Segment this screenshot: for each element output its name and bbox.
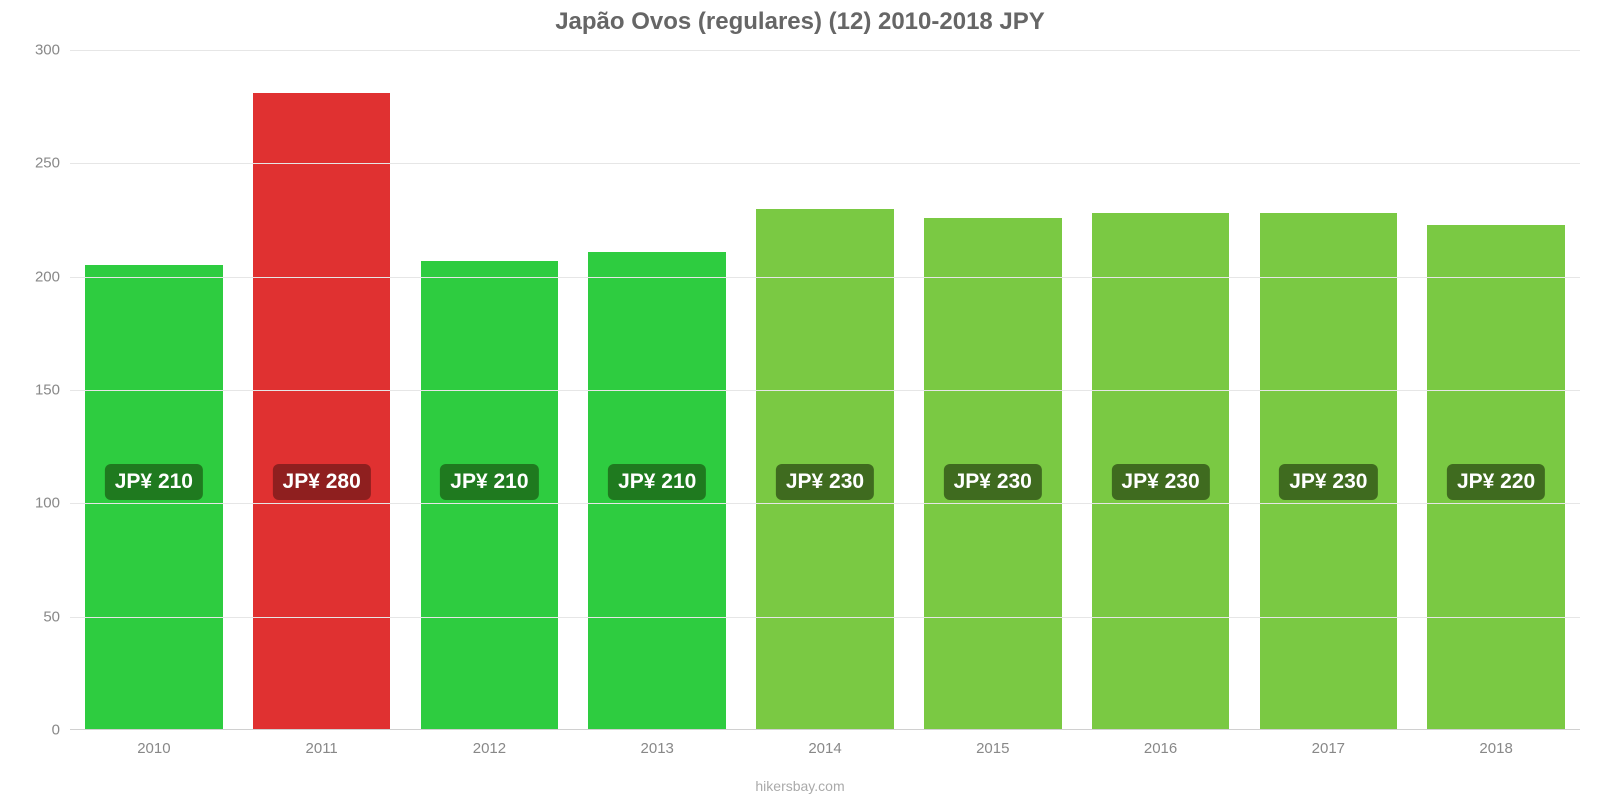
gridline: [70, 277, 1580, 278]
x-tick-label: 2012: [473, 740, 506, 757]
baseline: [70, 729, 1580, 730]
y-tick-label: 0: [10, 722, 60, 739]
source-label: hikersbay.com: [0, 778, 1600, 794]
x-tick-label: 2011: [306, 740, 338, 757]
x-tick-label: 2014: [808, 740, 841, 757]
bar: [253, 93, 391, 730]
gridline: [70, 163, 1580, 164]
chart-title: Japão Ovos (regulares) (12) 2010-2018 JP…: [0, 8, 1600, 36]
bar-value-label: JP¥ 230: [776, 464, 874, 500]
x-tick-label: 2016: [1144, 740, 1177, 757]
y-tick-label: 200: [10, 268, 60, 285]
bar-value-label: JP¥ 230: [1111, 464, 1209, 500]
y-tick-label: 100: [10, 495, 60, 512]
gridline: [70, 617, 1580, 618]
y-tick-label: 50: [10, 608, 60, 625]
y-tick-label: 300: [10, 42, 60, 59]
y-tick-label: 150: [10, 382, 60, 399]
gridline: [70, 503, 1580, 504]
x-tick-label: 2018: [1479, 740, 1512, 757]
chart-container: Japão Ovos (regulares) (12) 2010-2018 JP…: [0, 0, 1600, 800]
bar-value-label: JP¥ 210: [105, 464, 203, 500]
x-tick-label: 2013: [641, 740, 674, 757]
bar-value-label: JP¥ 230: [944, 464, 1042, 500]
bar-value-label: JP¥ 210: [440, 464, 538, 500]
y-tick-label: 250: [10, 155, 60, 172]
gridline: [70, 390, 1580, 391]
bar-value-label: JP¥ 220: [1447, 464, 1545, 500]
x-tick-label: 2015: [976, 740, 1009, 757]
x-tick-label: 2010: [137, 740, 170, 757]
bar-value-label: JP¥ 230: [1279, 464, 1377, 500]
plot-area: JP¥ 210 JP¥ 280 JP¥ 210 JP¥ 210 JP¥ 230 JP¥ 2…: [70, 50, 1580, 730]
x-tick-label: 2017: [1312, 740, 1345, 757]
bar-value-label: JP¥ 210: [608, 464, 706, 500]
bar-value-label: JP¥ 280: [273, 464, 371, 500]
gridline: [70, 50, 1580, 51]
